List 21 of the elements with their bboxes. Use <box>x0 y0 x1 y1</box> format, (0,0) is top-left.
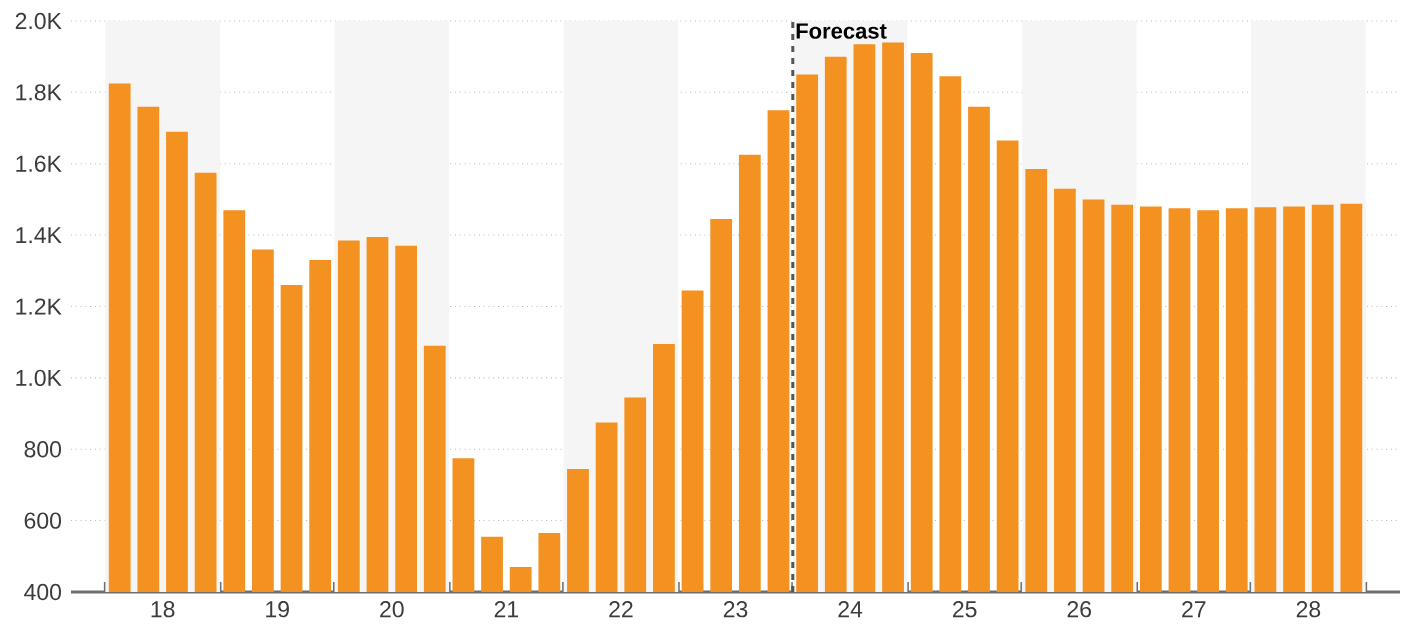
y-tick-label: 400 <box>24 583 62 601</box>
y-tick-label: 2.0K <box>15 12 62 30</box>
ref-line-label: Forecast <box>796 23 887 39</box>
y-tick-label: 1.2K <box>16 298 62 315</box>
x-tick-label: 27 <box>1182 601 1206 618</box>
x-tick-label: 22 <box>609 601 633 618</box>
y-tick-label: 1.4K <box>16 227 62 244</box>
x-tick-label: 24 <box>838 601 863 618</box>
x-tick-label: 23 <box>723 601 748 618</box>
x-tick-label: 28 <box>1296 601 1321 618</box>
x-tick-label: 21 <box>494 601 519 618</box>
x-tick-label: 19 <box>266 601 289 618</box>
y-tick-label: 600 <box>24 512 62 529</box>
y-tick-label: 1.0K <box>16 369 62 387</box>
y-tick-label: 1.8K <box>16 84 62 101</box>
y-tick-label: 800 <box>24 441 62 458</box>
y-tick-label: 1.6K <box>16 155 62 172</box>
x-tick-label: 18 <box>151 601 175 618</box>
x-tick-label: 25 <box>953 601 977 618</box>
x-tick-label: 20 <box>380 601 404 618</box>
x-tick-label: 26 <box>1067 601 1091 618</box>
